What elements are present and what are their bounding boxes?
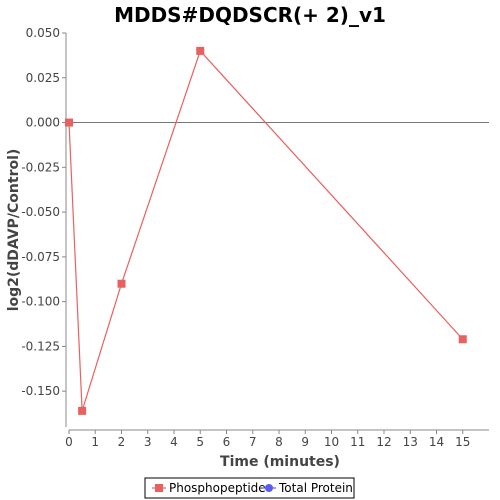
x-tick-label: 1 — [91, 435, 99, 449]
y-axis-label: log2(dDAVP/Control) — [6, 149, 22, 312]
x-axis-label: Time (minutes) — [220, 454, 340, 470]
legend-label: Phosphopeptide — [169, 481, 266, 495]
x-tick-label: 12 — [376, 435, 391, 449]
x-tick-label: 2 — [118, 435, 126, 449]
legend-marker-circle — [265, 484, 273, 492]
x-tick-label: 13 — [403, 435, 418, 449]
x-tick-label: 14 — [429, 435, 444, 449]
plot-area — [69, 33, 489, 427]
x-tick-label: 6 — [223, 435, 231, 449]
y-tick-label: -0.050 — [21, 205, 60, 219]
x-tick-label: 15 — [455, 435, 470, 449]
chart-title: MDDS#DQDSCR(+ 2)_v1 — [114, 3, 386, 27]
data-point — [117, 279, 126, 288]
y-tick-label: -0.075 — [21, 250, 60, 264]
legend-items: Phosphopeptide Total Protein — [152, 481, 353, 495]
x-tick-label: 7 — [249, 435, 257, 449]
y-tick-label: -0.125 — [21, 339, 60, 353]
legend-label: Total Protein — [278, 481, 353, 495]
data-point — [458, 335, 467, 344]
legend: Phosphopeptide Total Protein — [144, 477, 355, 499]
x-tick-label: 8 — [275, 435, 283, 449]
data-point — [78, 406, 87, 415]
legend-box — [144, 477, 355, 499]
x-tick-label: 4 — [170, 435, 178, 449]
x-tick-label: 0 — [65, 435, 73, 449]
x-tick-label: 5 — [196, 435, 204, 449]
data-point — [65, 118, 73, 127]
x-tick-label: 9 — [301, 435, 309, 449]
x-tick-label: 3 — [144, 435, 152, 449]
y-tick-label: -0.150 — [21, 384, 60, 398]
y-tick-label: 0.000 — [26, 116, 60, 130]
y-tick-label: -0.100 — [21, 295, 60, 309]
data-point — [196, 46, 205, 55]
y-tick-label: -0.025 — [21, 160, 60, 174]
series-layer — [65, 46, 467, 415]
x-ticks: 0 1 2 3 4 5 6 7 8 9 10 11 12 13 14 15 — [65, 430, 470, 449]
x-tick-label: 11 — [350, 435, 365, 449]
y-ticks: 0.050 0.025 0.000 -0.025 -0.050 -0.075 -0.100 -… — [21, 26, 66, 398]
plot-frame — [69, 33, 489, 427]
x-tick-label: 10 — [324, 435, 339, 449]
y-tick-label: 0.050 — [26, 26, 60, 40]
y-tick-label: 0.025 — [26, 71, 60, 85]
legend-marker-square — [155, 484, 163, 492]
